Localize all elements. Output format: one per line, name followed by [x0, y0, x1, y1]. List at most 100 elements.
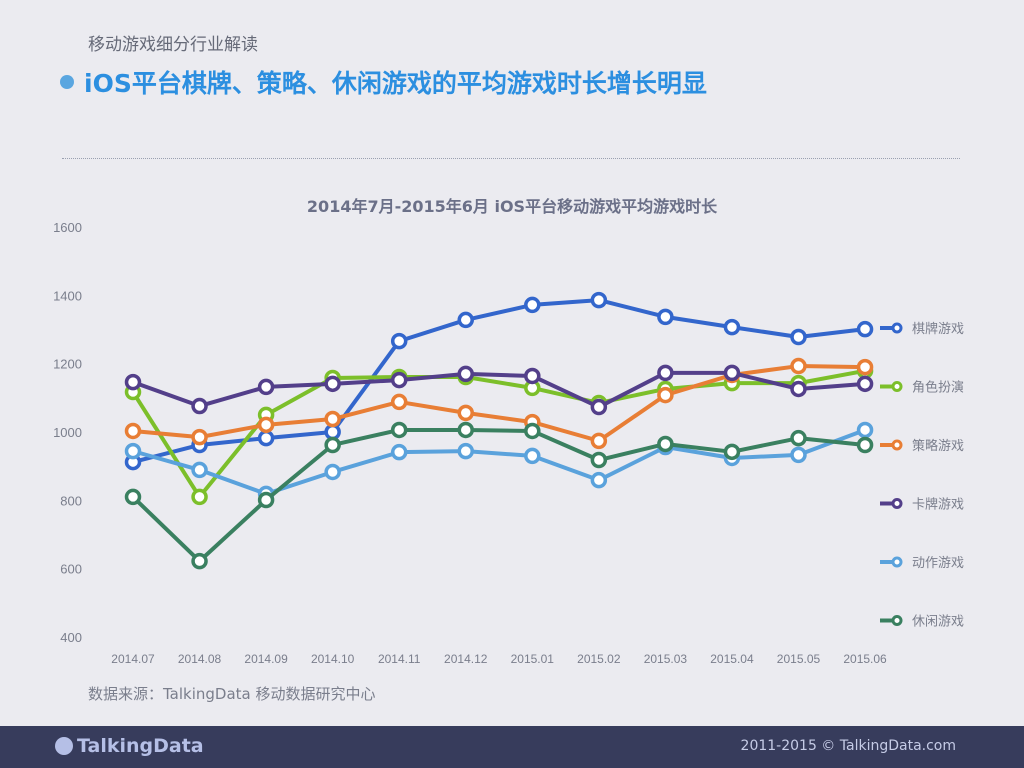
x-tick-label: 2015.01	[511, 652, 555, 666]
bullet-dot	[60, 75, 74, 89]
data-point	[590, 398, 608, 416]
legend-marker	[891, 615, 903, 626]
logo-text: TalkingData	[77, 735, 204, 757]
data-point	[390, 371, 408, 389]
data-point	[657, 386, 674, 404]
y-tick-label: 600	[60, 562, 82, 577]
data-point	[324, 423, 341, 441]
data-point	[723, 318, 741, 336]
data-point	[324, 463, 341, 481]
data-point	[723, 364, 741, 382]
data-point	[390, 393, 408, 411]
data-point	[191, 461, 208, 479]
data-point	[856, 375, 874, 393]
data-point	[390, 443, 408, 461]
page-headline: iOS平台棋牌、策略、休闲游戏的平均游戏时长增长明显	[60, 64, 707, 100]
x-tick-label: 2014.11	[378, 652, 421, 666]
x-tick-label: 2015.03	[644, 652, 688, 666]
data-point	[124, 488, 142, 506]
data-point	[524, 447, 541, 465]
data-point	[457, 311, 474, 329]
data-point	[590, 432, 608, 450]
data-point	[324, 410, 341, 428]
x-tick-label: 2015.02	[577, 652, 621, 666]
data-point	[590, 471, 608, 489]
legend-label: 角色扮演	[912, 380, 964, 396]
headline-text: iOS平台棋牌、策略、休闲游戏的平均游戏时长增长明显	[84, 69, 707, 98]
x-tick-label: 2014.12	[444, 652, 488, 666]
legend-marker	[891, 498, 903, 509]
data-point	[457, 442, 474, 460]
data-point	[590, 291, 608, 309]
x-tick-label: 2014.10	[311, 652, 355, 666]
data-point	[856, 436, 874, 454]
chart-title: 2014年7月-2015年6月 iOS平台移动游戏平均游戏时长	[306, 197, 718, 216]
data-point	[790, 429, 807, 447]
line-chart: 400 600 800 1000 1200 1400 1600 2014.07 2014.08 2…	[53, 220, 964, 666]
data-point	[524, 367, 541, 385]
legend-marker	[891, 322, 903, 334]
series-line	[131, 368, 866, 499]
data-point	[657, 364, 674, 382]
data-point	[257, 416, 275, 434]
data-point	[657, 435, 674, 453]
data-point	[457, 365, 474, 383]
data-point	[257, 429, 275, 447]
x-tick-label: 2014.09	[244, 652, 288, 666]
footer-bar: TalkingData 2011-2015 © TalkingData.com	[0, 726, 1024, 768]
data-source: 数据来源：TalkingData 移动数据研究中心	[88, 685, 376, 703]
legend-marker	[891, 556, 903, 568]
data-point	[790, 380, 807, 398]
data-point	[790, 328, 807, 346]
data-point	[124, 373, 142, 391]
data-point	[257, 378, 275, 396]
data-point	[790, 446, 807, 464]
y-tick-label: 1400	[53, 288, 82, 303]
data-point	[457, 404, 474, 422]
legend-label: 动作游戏	[912, 556, 964, 571]
series-line	[132, 428, 866, 496]
data-point	[723, 443, 741, 461]
x-tick-label: 2015.05	[777, 652, 821, 666]
series-line	[131, 427, 866, 564]
series-line	[132, 370, 866, 410]
data-point	[590, 451, 608, 469]
x-tick-label: 2015.04	[710, 652, 754, 666]
y-tick-label: 1200	[53, 357, 82, 372]
data-point	[390, 421, 408, 439]
data-point	[324, 375, 341, 393]
data-point	[856, 358, 874, 376]
data-point	[191, 488, 208, 506]
y-tick-label: 400	[60, 630, 82, 645]
data-point	[191, 397, 208, 415]
x-tick-label: 2014.08	[178, 652, 222, 666]
legend-label: 棋牌游戏	[912, 321, 964, 337]
legend-label: 策略游戏	[912, 438, 964, 454]
legend-marker	[891, 439, 903, 451]
data-point	[657, 308, 674, 326]
data-point	[524, 422, 541, 440]
legend-label: 卡牌游戏	[912, 497, 964, 513]
dotted-divider	[62, 158, 960, 159]
legend-label: 休闲游戏	[912, 615, 964, 630]
data-point	[856, 320, 874, 338]
y-tick-label: 1600	[53, 220, 82, 235]
data-point	[457, 421, 474, 439]
data-point	[191, 428, 208, 446]
x-tick-label: 2015.06	[843, 652, 887, 666]
data-point	[191, 552, 208, 570]
legend-marker	[891, 381, 903, 392]
data-point	[124, 422, 142, 440]
data-point	[124, 442, 142, 460]
y-tick-label: 800	[60, 493, 82, 508]
y-tick-label: 1000	[53, 425, 82, 440]
logo-mark-icon	[55, 737, 73, 755]
data-point	[524, 296, 541, 314]
data-point	[390, 332, 408, 350]
series-line	[132, 364, 866, 443]
data-point	[856, 421, 874, 439]
copyright: 2011-2015 © TalkingData.com	[740, 738, 956, 754]
x-tick-label: 2014.07	[111, 652, 155, 666]
talkingdata-logo: TalkingData	[55, 735, 204, 757]
section-subtitle: 移动游戏细分行业解读	[88, 35, 258, 55]
